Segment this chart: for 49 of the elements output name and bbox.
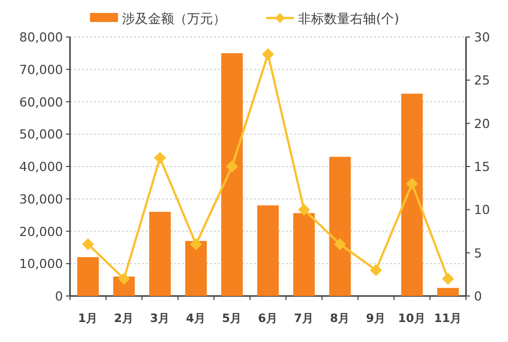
point [298,204,310,216]
legend-label: 涉及金额（万元） [122,12,226,27]
y-tick-label: 80,000 [19,30,64,44]
y-tick-label: 30,000 [19,191,64,206]
x-tick-label: 11月 [434,311,462,325]
y-tick-label: 40,000 [19,159,64,174]
x-tick-label: 1月 [78,311,98,325]
bar [221,53,243,296]
point [262,48,274,60]
bar [185,240,207,296]
y2-tick-label: 20 [474,116,490,131]
point [442,272,454,285]
y-tick-label: 50,000 [19,126,64,142]
bar [149,212,171,296]
x-tick-label: 3月 [150,311,170,325]
x-tick-label: 5月 [222,311,242,325]
x-tick-label: 7月 [294,311,314,325]
point [226,160,238,172]
point [334,238,346,250]
y-tick-label: 10,000 [19,256,64,272]
y2-tick-label: 10 [474,202,490,218]
point [118,272,130,285]
x-tick-label: 10月 [398,311,426,325]
y2-tick-label: 0 [474,288,482,304]
y2-tick-label: 5 [474,245,482,260]
x-tick-label: 2月 [114,311,134,325]
y2-tick-label: 15 [474,159,490,174]
point [370,264,382,276]
bar [437,288,459,296]
bar [257,205,279,296]
bar [401,94,423,296]
x-tick-label: 6月 [258,311,278,325]
legend-label: 非标数量右轴(个) [298,12,400,27]
bar [329,156,351,296]
y-tick-label: 70,000 [19,62,64,77]
x-tick-label: 4月 [186,311,206,325]
x-tick-label: 8月 [330,311,350,325]
y-tick-label: 60,000 [19,94,64,110]
y-tick-label: 0 [55,288,64,304]
y2-tick-label: 30 [474,30,490,44]
point [82,238,94,250]
point [406,178,418,190]
point [190,238,202,250]
bar [293,213,315,296]
y-tick-label: 20,000 [19,224,64,239]
bar [77,257,99,296]
point [154,152,166,164]
x-tick-label: 9月 [366,311,386,325]
y2-tick-label: 25 [474,72,490,88]
